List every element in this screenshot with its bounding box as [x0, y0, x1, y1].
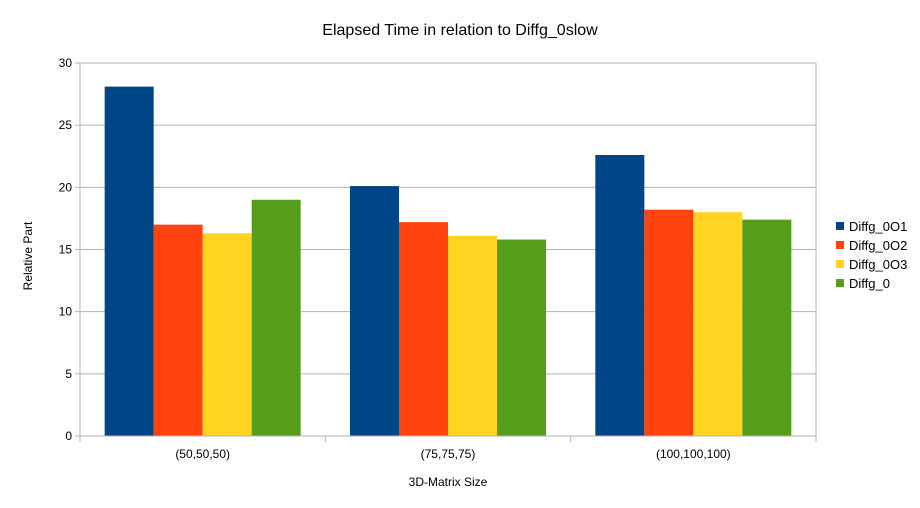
bar-diffg-0o2-1 — [399, 222, 448, 436]
legend-swatch — [836, 222, 844, 230]
bar-diffg-0-2 — [742, 219, 792, 436]
y-tick-label: 15 — [59, 243, 73, 257]
bar-diffg-0-1 — [497, 239, 546, 436]
bar-diffg-0o3-2 — [693, 212, 743, 436]
y-tick-label: 30 — [59, 56, 73, 70]
bar-diffg-0o2-0 — [153, 224, 203, 436]
x-tick-label: (50,50,50) — [175, 447, 230, 461]
bar-diffg-0o1-1 — [350, 186, 399, 436]
y-tick-label: 25 — [59, 118, 73, 132]
legend-swatch — [836, 279, 844, 287]
y-tick-label: 0 — [65, 429, 72, 443]
legend-swatch — [836, 241, 844, 249]
bar-diffg-0o2-2 — [644, 209, 694, 436]
y-tick-label: 10 — [59, 305, 73, 319]
x-axis-label: 3D-Matrix Size — [409, 475, 488, 489]
legend-label: Diffg_0O2 — [849, 238, 907, 253]
legend-label: Diffg_0 — [849, 276, 890, 291]
y-axis-ticks: 0 5 10 15 20 25 30 — [59, 56, 73, 443]
legend-label: Diffg_0O1 — [849, 219, 907, 234]
x-tick-label: (100,100,100) — [656, 447, 731, 461]
bar-diffg-0o3-0 — [202, 233, 252, 436]
legend-label: Diffg_0O3 — [849, 257, 907, 272]
bar-diffg-0-0 — [251, 199, 301, 436]
y-tick-label: 20 — [59, 180, 73, 194]
legend: Diffg_0O1 Diffg_0O2 Diffg_0O3 Diffg_0 — [836, 219, 907, 291]
bar-diffg-0o1-2 — [595, 155, 645, 437]
bar-diffg-0o1-0 — [104, 86, 154, 436]
y-axis-label: Relative Part — [21, 221, 35, 290]
legend-swatch — [836, 260, 844, 268]
bar-diffg-0o3-1 — [448, 235, 497, 436]
chart-title: Elapsed Time in relation to Diffg_0slow — [322, 22, 598, 39]
x-tick-label: (75,75,75) — [421, 447, 476, 461]
bars — [104, 86, 792, 437]
y-tick-label: 5 — [65, 367, 72, 381]
x-axis: (50,50,50) (75,75,75) (100,100,100) — [79, 435, 817, 461]
